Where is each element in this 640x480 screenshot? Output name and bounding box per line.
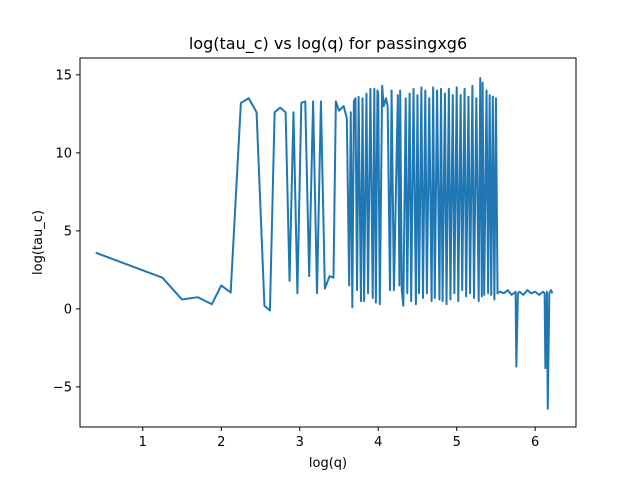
plot-frame <box>79 57 577 428</box>
y-tick-label: 15 <box>55 68 72 83</box>
y-axis-label: log(tau_c) <box>31 210 46 275</box>
chart-title: log(tau_c) vs log(q) for passingxg6 <box>189 34 467 54</box>
x-tick-label: 2 <box>217 435 225 450</box>
y-axis: −5 0 5 10 15 <box>53 68 80 395</box>
y-tick-label: 0 <box>64 302 72 317</box>
series-line-0 <box>95 76 554 410</box>
x-tick-label: 6 <box>531 435 539 450</box>
x-tick-label: 1 <box>139 435 147 450</box>
y-tick-label: −5 <box>53 380 72 395</box>
y-tick-label: 5 <box>64 224 72 239</box>
series-layer <box>95 76 554 410</box>
plot-area <box>79 57 577 428</box>
y-tick-label: 10 <box>55 146 72 161</box>
x-axis-label: log(q) <box>309 456 347 471</box>
x-tick-label: 5 <box>453 435 461 450</box>
x-tick-label: 3 <box>296 435 304 450</box>
x-axis: 1 2 3 4 5 6 <box>139 427 539 450</box>
x-tick-label: 4 <box>374 435 382 450</box>
